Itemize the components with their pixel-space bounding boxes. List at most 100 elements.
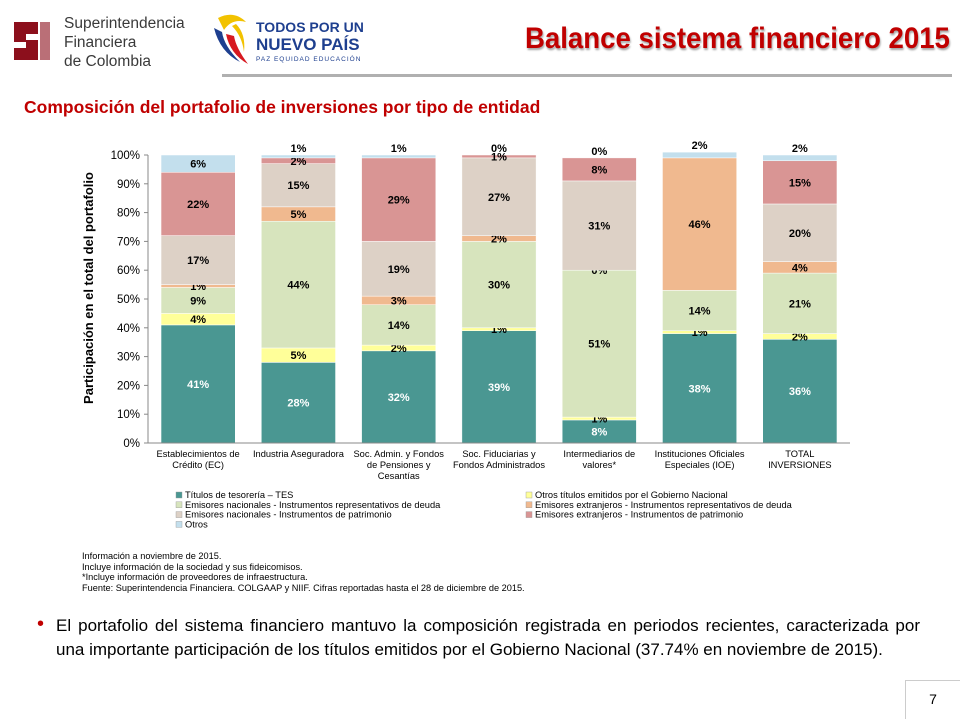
data-label: 15% (287, 180, 309, 192)
bar-segment (461, 154, 537, 159)
bar-segment (762, 154, 838, 162)
bar-segment (160, 172, 236, 236)
data-label: 8% (591, 164, 607, 176)
x-tick-label: INVERSIONES (768, 460, 832, 470)
bar-segment (261, 220, 336, 349)
legend-label: Emisores nacionales - Instrumentos repre… (185, 500, 441, 510)
bar-segment (561, 180, 637, 271)
x-tick-label: Establecimientos de (157, 449, 240, 459)
data-label: 15% (789, 177, 811, 189)
legend-label: Títulos de tesorería – TES (185, 490, 293, 500)
data-label: 29% (388, 195, 410, 207)
bar-segment (361, 154, 437, 159)
data-label: 32% (388, 392, 410, 404)
y-tick-label: 20% (117, 380, 140, 392)
bar-segment (662, 290, 737, 331)
chart-notes: Información a noviembre de 2015. Incluye… (82, 551, 525, 593)
legend-label: Emisores nacionales - Instrumentos de pa… (185, 510, 392, 520)
gov-slogan: TODOS POR UN NUEVO PAÍS (256, 19, 364, 55)
legend-swatch (175, 521, 183, 528)
bar-segment (261, 154, 336, 159)
x-tick-label: Cesantías (378, 471, 420, 481)
data-label: 41% (187, 379, 209, 391)
x-tick-label: Soc. Admin. y Fondos (353, 449, 444, 459)
x-tick-label: Soc. Fiduciarias y (462, 449, 536, 459)
legend-label: Emisores extranjeros - Instrumentos repr… (535, 500, 793, 510)
legend-swatch (175, 501, 183, 508)
x-tick-label: de Pensiones y (367, 460, 431, 470)
y-tick-label: 60% (117, 265, 140, 277)
bar-segment (561, 157, 637, 182)
bar-segment (160, 324, 236, 444)
y-tick-label: 30% (117, 352, 140, 364)
bullet-marker: • (37, 613, 45, 635)
bar-segment (361, 350, 437, 444)
bar-segment (461, 330, 537, 444)
legend-swatch (175, 491, 183, 499)
data-label: 51% (588, 339, 610, 351)
data-label: 14% (388, 320, 410, 332)
data-label: 1% (391, 143, 407, 155)
data-label: 31% (588, 221, 610, 233)
data-label: 0% (591, 146, 607, 158)
bullet-paragraph: El portafolio del sistema financiero man… (56, 616, 920, 659)
data-label: 2% (692, 140, 708, 152)
x-tick-label: Crédito (EC) (172, 460, 224, 470)
note-line: Incluye información de la sociedad y sus… (82, 561, 303, 572)
y-axis-label: Participación en el total del portafolio (81, 172, 96, 404)
y-tick-label: 40% (117, 323, 140, 335)
bar-segment (762, 339, 838, 444)
legend-swatch (525, 511, 533, 518)
bar-segment (361, 157, 437, 242)
bar-segment (160, 287, 236, 314)
bar-segment (160, 154, 236, 173)
data-label: 19% (388, 264, 410, 276)
y-tick-label: 0% (123, 438, 140, 450)
data-label: 5% (290, 209, 306, 221)
government-logo: TODOS POR UN NUEVO PAÍS PAZ EQUIDAD EDUC… (212, 12, 372, 72)
data-label: 28% (287, 398, 309, 410)
data-label: 9% (190, 295, 206, 307)
data-label: 38% (689, 383, 711, 395)
legend-label: Emisores extranjeros - Instrumentos de p… (535, 510, 743, 520)
data-label: 1% (290, 143, 306, 155)
data-label: 17% (187, 255, 209, 267)
legend-swatch (175, 511, 183, 518)
stacked-bar-chart: 41%4%9%1%17%22%6%28%5%44%5%15%2%1%32%2%1… (81, 140, 850, 529)
data-label: 2% (792, 331, 808, 343)
x-tick-label: Intermediarios de (563, 449, 635, 459)
data-label: 46% (689, 219, 711, 231)
data-label: 36% (789, 386, 811, 398)
note-line: Fuente: Superintendencia Financiera. COL… (82, 582, 525, 593)
x-tick-label: TOTAL (785, 449, 814, 459)
page-title: Balance sistema financiero 2015 (525, 22, 950, 55)
x-tick-label: valores* (582, 460, 616, 470)
note-line: *Incluye información de proveedores de i… (82, 572, 308, 583)
data-label: 22% (187, 199, 209, 211)
data-label: 27% (488, 192, 510, 204)
y-tick-label: 90% (117, 179, 140, 191)
data-label: 0% (491, 143, 507, 155)
bar-segment (561, 269, 637, 418)
data-label: 8% (591, 426, 607, 438)
gov-slogan-sub: PAZ EQUIDAD EDUCACIÓN (256, 56, 362, 63)
data-label: 5% (290, 350, 306, 362)
x-tick-label: Industria Aseguradora (253, 449, 345, 459)
legend-label: Otros títulos emitidos por el Gobierno N… (535, 490, 728, 500)
page-number: 7 (905, 680, 960, 719)
data-label: 1% (491, 151, 507, 163)
bar-segment (361, 304, 437, 346)
data-label: 30% (488, 280, 510, 292)
colombia-flag-icon (214, 14, 248, 64)
data-label: 6% (190, 159, 206, 171)
data-label: 2% (491, 234, 507, 246)
bar-segment (461, 157, 537, 236)
data-label: 4% (792, 262, 808, 274)
bar-segment (662, 151, 737, 159)
data-label: 2% (290, 156, 306, 168)
bar-segment (662, 157, 737, 291)
x-tick-label: Instituciones Oficiales (655, 449, 745, 459)
bar-segment (361, 241, 437, 297)
data-label: 21% (789, 298, 811, 310)
sfc-emblem-icon (8, 14, 54, 66)
